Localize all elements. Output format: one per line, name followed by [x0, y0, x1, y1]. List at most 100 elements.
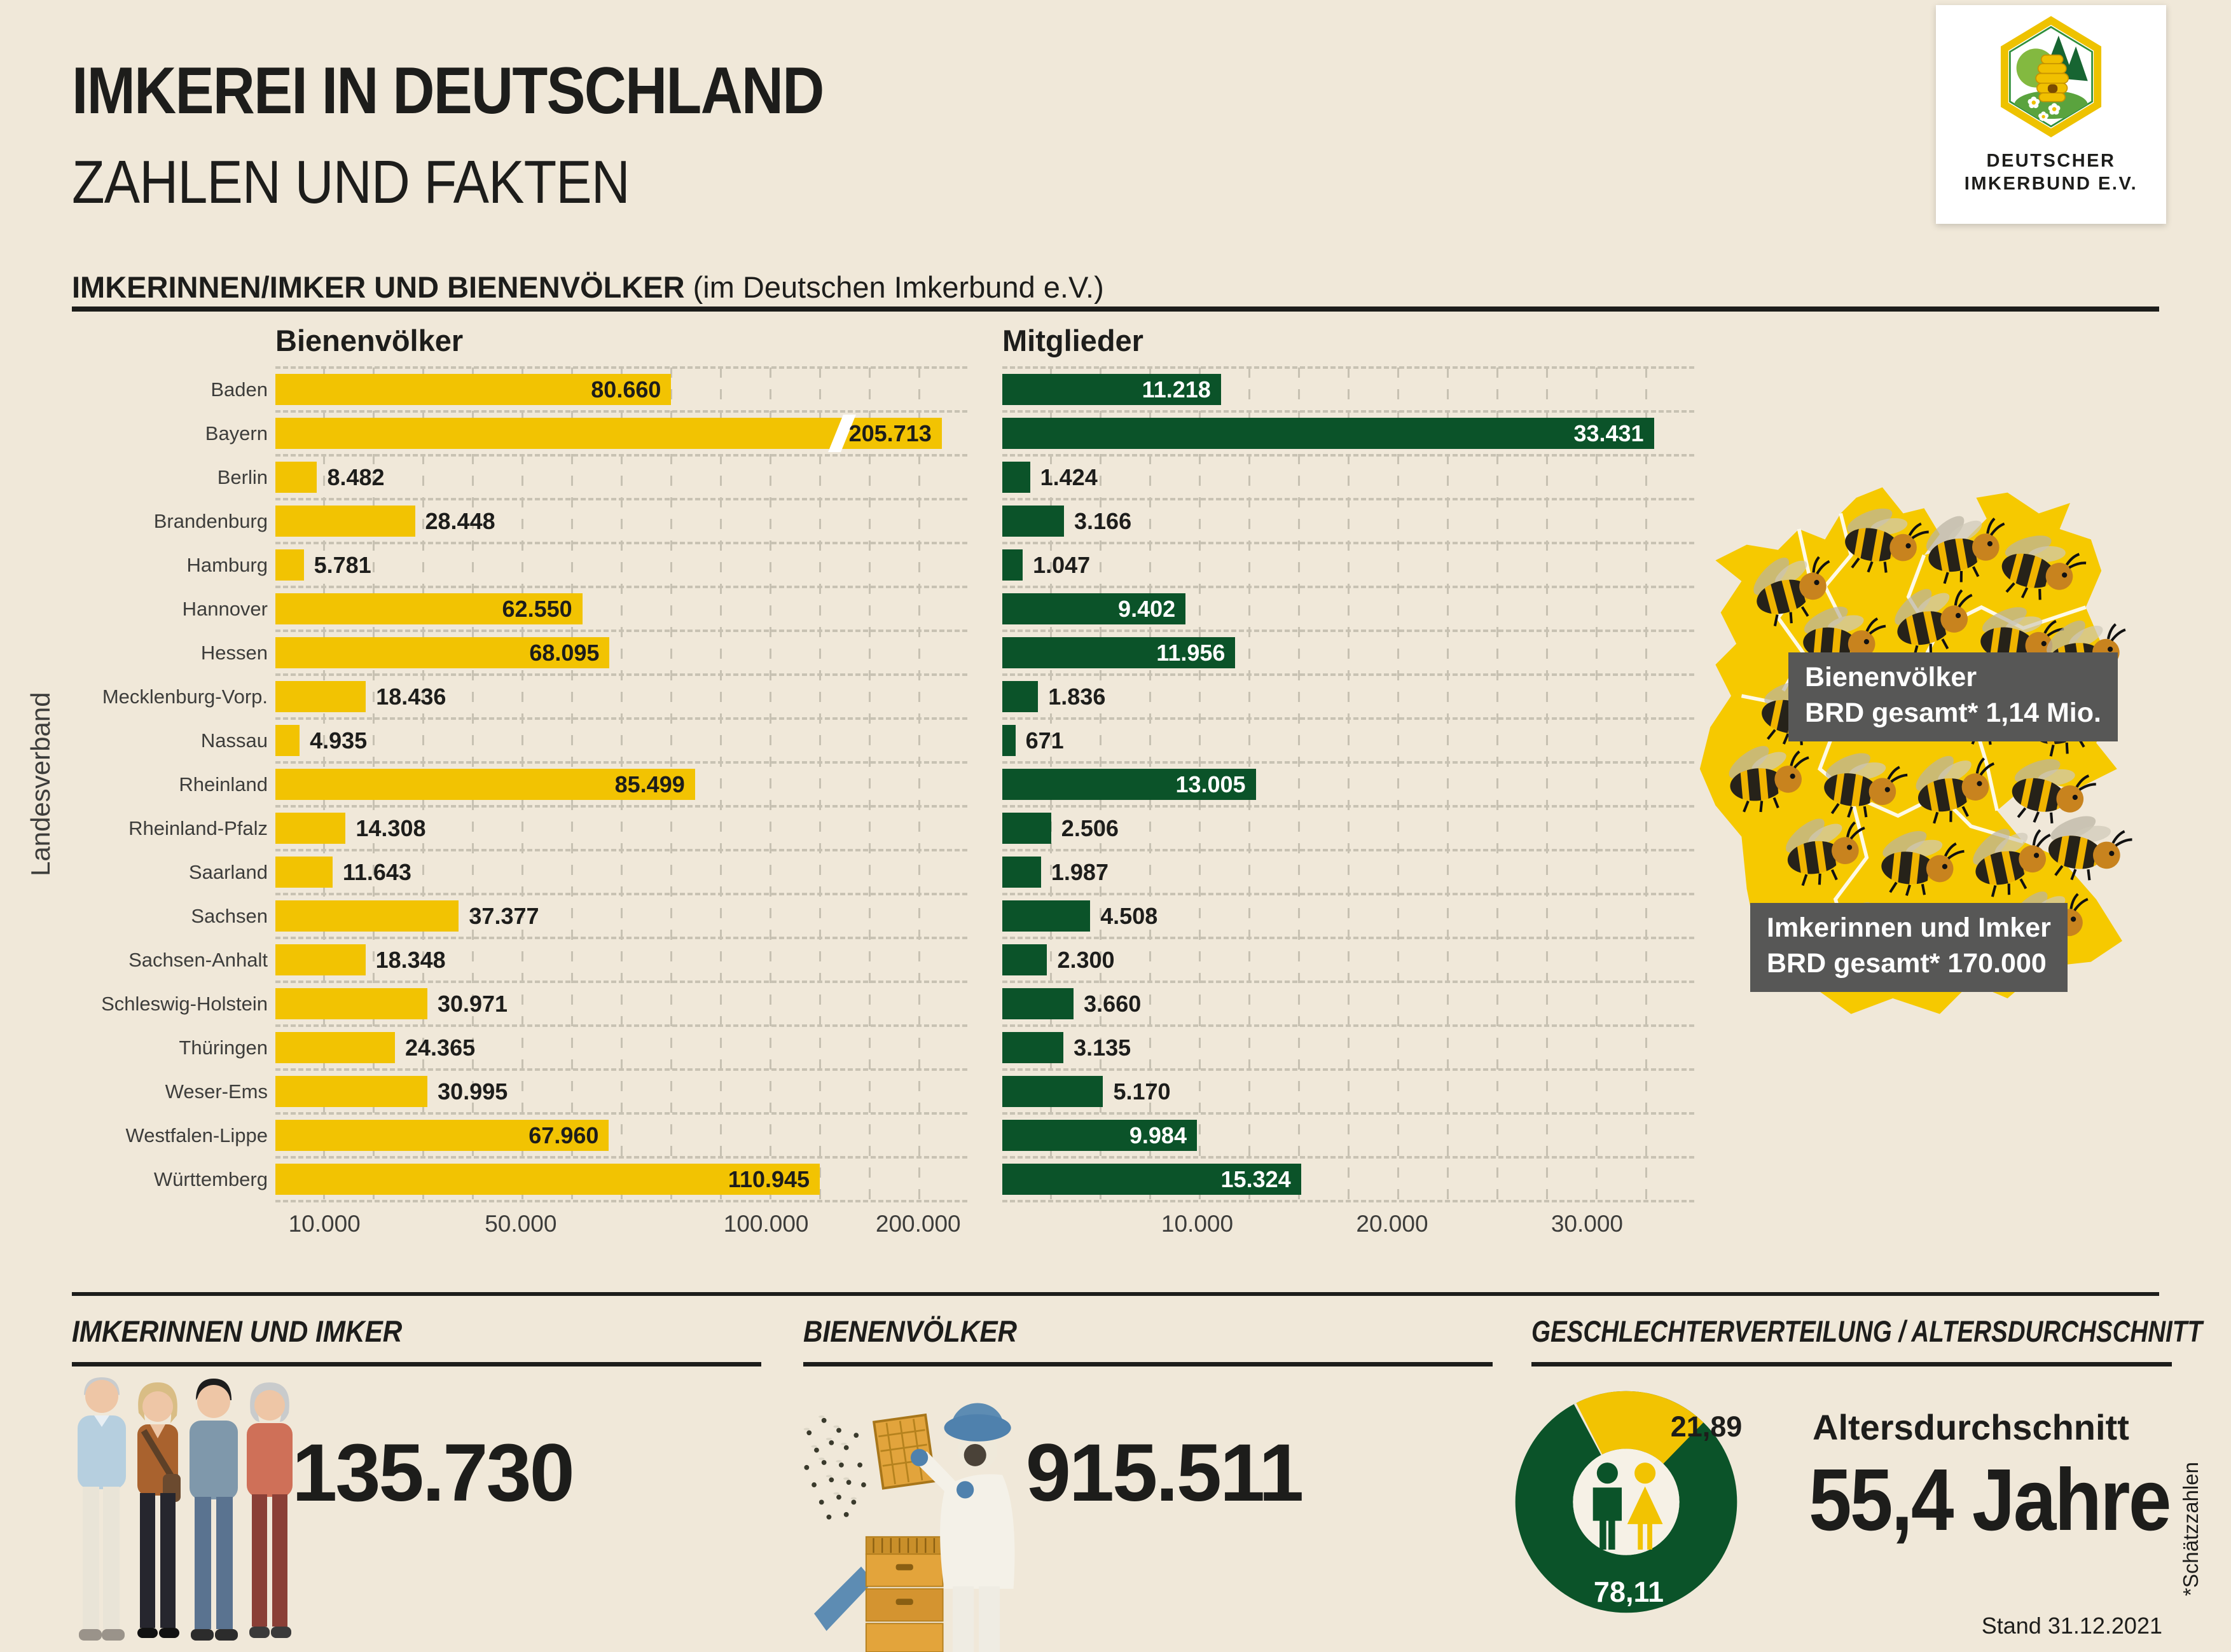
row-separator — [1002, 630, 1694, 632]
value-label: 1.987 — [1051, 859, 1109, 885]
category-labels: Baden Bayern Berlin Brandenburg Hamburg Hanno… — [72, 368, 268, 1201]
bar-mitglieder-rheinland: 13.005 — [1002, 769, 1256, 800]
category-label-brandenburg: Brandenburg — [153, 510, 268, 532]
bar-mitglieder-westfalen-lippe: 9.984 — [1002, 1120, 1197, 1151]
value-label: 8.482 — [327, 464, 385, 490]
row-separator — [1002, 673, 1694, 676]
section-divider — [72, 306, 2159, 312]
bar-bienenv-lker-mecklenburg-vorp- — [275, 681, 366, 712]
row-separator — [275, 673, 967, 676]
row-separator — [1002, 366, 1694, 369]
value-label: 11.956 — [1156, 640, 1226, 666]
honeycomb-frame — [872, 1413, 936, 1490]
category-label-baden: Baden — [211, 378, 268, 401]
row-separator — [1002, 1112, 1694, 1115]
bar-bienenv-lker-hamburg — [275, 549, 304, 581]
category-label-nassau: Nassau — [200, 729, 268, 752]
row-separator — [275, 849, 967, 851]
bar-mitglieder-bayern: 33.431 — [1002, 418, 1654, 449]
value-label: 5.781 — [314, 552, 371, 578]
value-label: 11.218 — [1142, 376, 1211, 403]
row-separator — [275, 1112, 967, 1115]
bar-mitglieder-hannover: 9.402 — [1002, 593, 1186, 624]
row-separator — [275, 410, 967, 413]
value-label: 37.377 — [469, 903, 539, 929]
bar-bienenv-lker-schleswig-holstein — [275, 988, 427, 1019]
page-title: IMKEREI IN DEUTSCHLAND — [72, 54, 824, 128]
value-label: 9.402 — [1118, 596, 1176, 622]
category-label-sachsen: Sachsen — [191, 905, 268, 927]
row-separator — [275, 761, 967, 764]
beekeeper-figure — [910, 1403, 1015, 1652]
logo-wordmark: DEUTSCHER IMKERBUND E.V. — [1964, 151, 2138, 195]
stat-title-gender: GESCHLECHTERVERTEILUNG / ALTERSDURCHSCHN… — [1531, 1314, 2202, 1348]
row-separator — [1002, 937, 1694, 939]
donut-label-male: 78,11 — [1593, 1576, 1664, 1608]
bee-swarm — [803, 1415, 866, 1520]
bar-mitglieder-brandenburg — [1002, 506, 1065, 537]
bar-bienenv-lker-rheinland-pfalz — [275, 813, 346, 844]
bar-bienenv-lker-berlin — [275, 462, 317, 493]
row-separator — [1002, 1068, 1694, 1071]
row-separator — [275, 1068, 967, 1071]
value-label: 110.945 — [728, 1166, 810, 1192]
x-axis-tick-10-000: 10.000 — [1161, 1211, 1234, 1237]
chart-title-bienenvoelker: Bienenvölker — [275, 324, 464, 357]
category-label-rheinland-pfalz: Rheinland-Pfalz — [128, 817, 268, 839]
value-label: 5.170 — [1113, 1078, 1171, 1105]
bar-mitglieder-hamburg — [1002, 549, 1023, 581]
value-label: 4.935 — [310, 727, 368, 754]
bar-bienenv-lker-hannover: 62.550 — [275, 593, 583, 624]
bar-bienenv-lker-sachsen — [275, 900, 459, 932]
value-label: 15.324 — [1220, 1166, 1291, 1192]
bar-mitglieder-mecklenburg-vorp- — [1002, 681, 1039, 712]
bar-bienenv-lker-hessen: 68.095 — [275, 637, 610, 668]
woman-icon — [1627, 1463, 1663, 1550]
bottom-divider — [72, 1292, 2159, 1296]
bar-mitglieder-nassau — [1002, 725, 1016, 756]
value-label: 9.984 — [1129, 1122, 1187, 1148]
donut-label-female: 21,89 — [1670, 1410, 1743, 1443]
x-axis-tick-200-000: 200.000 — [875, 1211, 961, 1237]
as-of-date: Stand 31.12.2021 — [1981, 1613, 2162, 1639]
row-separator — [1002, 761, 1694, 764]
bar-bienenv-lker-saarland — [275, 857, 333, 888]
bar-mitglieder-berlin — [1002, 462, 1030, 493]
beekeeper-illustration — [803, 1403, 1015, 1652]
value-label: 3.135 — [1074, 1035, 1131, 1061]
value-label: 13.005 — [1175, 771, 1246, 797]
row-separator — [275, 893, 967, 895]
row-separator — [1002, 542, 1694, 544]
bar-mitglieder-saarland — [1002, 857, 1041, 888]
row-separator — [275, 805, 967, 808]
row-separator — [1002, 454, 1694, 457]
value-label: 33.431 — [1573, 420, 1644, 446]
imkerbund-logo: DEUTSCHER IMKERBUND E.V. — [1936, 5, 2166, 224]
row-separator — [275, 454, 967, 457]
x-axis-tick-10-000: 10.000 — [288, 1211, 361, 1237]
row-separator — [275, 1156, 967, 1159]
row-separator — [1002, 1200, 1694, 1202]
footnote-estimates: *Schätzzahlen — [2179, 1462, 2202, 1597]
bar-bienenv-lker-westfalen-lippe: 67.960 — [275, 1120, 609, 1151]
flower-icons — [2027, 96, 2061, 121]
row-separator — [275, 1024, 967, 1027]
bar-bienenv-lker-nassau — [275, 725, 300, 756]
bar-mitglieder-w-rttemberg: 15.324 — [1002, 1164, 1301, 1195]
category-label-saarland: Saarland — [188, 861, 268, 883]
bar-mitglieder-baden: 11.218 — [1002, 374, 1221, 405]
section-heading: IMKERINNEN/IMKER UND BIENENVÖLKER (im De… — [72, 270, 1104, 304]
value-label: 1.836 — [1048, 684, 1106, 710]
value-label: 18.436 — [376, 684, 446, 710]
bar-bienenv-lker-rheinland: 85.499 — [275, 769, 695, 800]
value-label: 3.660 — [1084, 991, 1142, 1017]
value-label: 30.995 — [438, 1078, 508, 1105]
category-label-hessen: Hessen — [200, 642, 268, 664]
row-separator — [1002, 981, 1694, 983]
bar-mitglieder-schleswig-holstein — [1002, 988, 1074, 1019]
bar-mitglieder-hessen: 11.956 — [1002, 637, 1236, 668]
hive-roof — [814, 1566, 874, 1631]
row-separator — [275, 498, 967, 500]
hive-boxes — [865, 1536, 944, 1652]
category-label-schleswig-holstein: Schleswig-Holstein — [101, 993, 268, 1015]
